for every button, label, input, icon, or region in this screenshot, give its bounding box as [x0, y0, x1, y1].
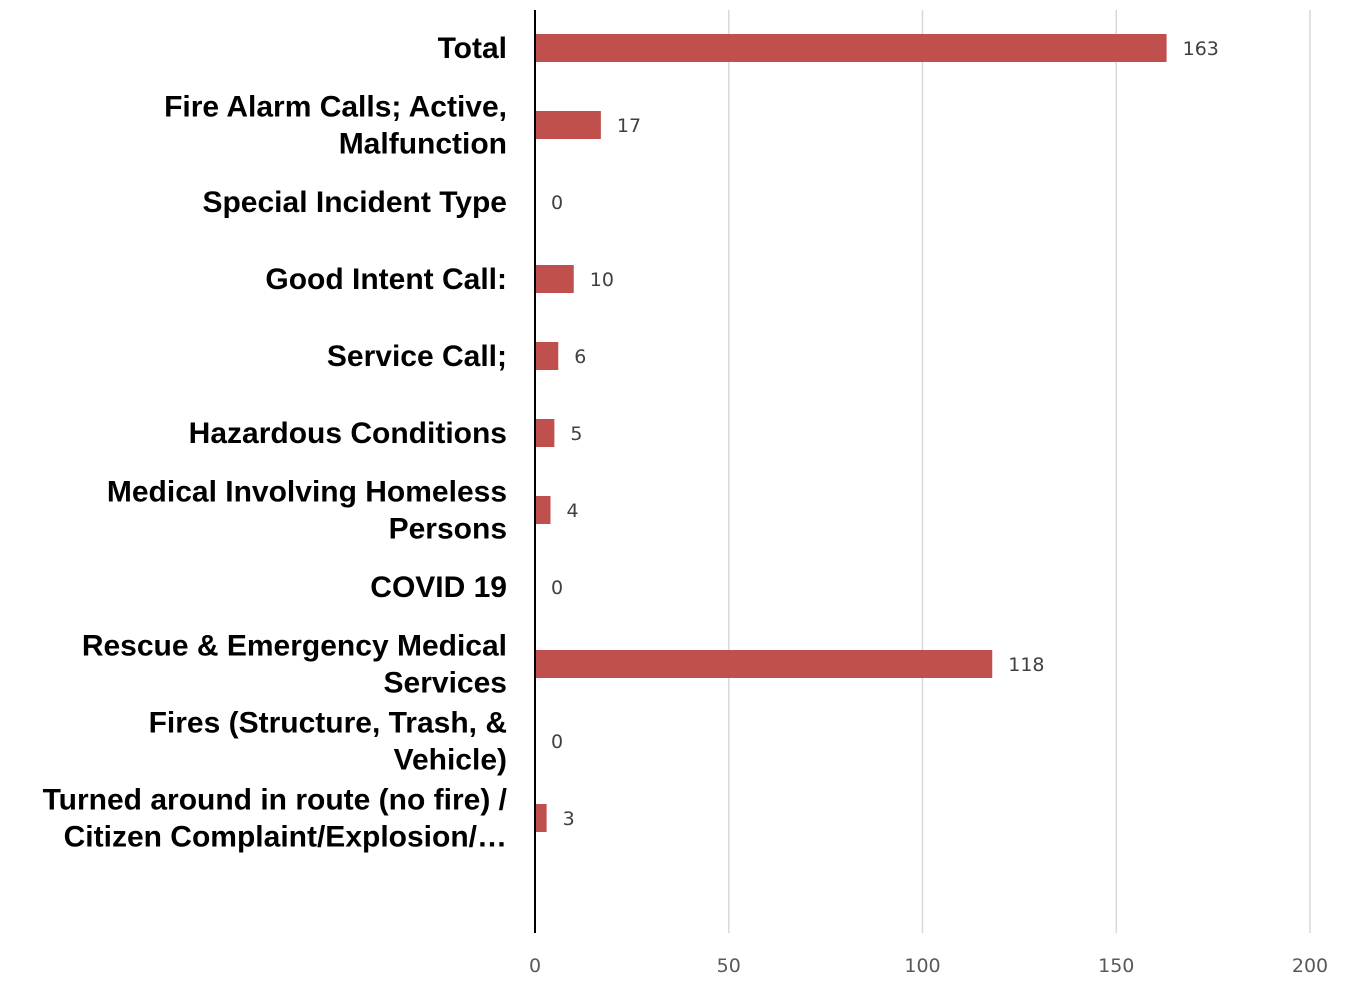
- category-label-line: Special Incident Type: [202, 186, 507, 219]
- data-label: 163: [1183, 38, 1219, 60]
- category-label-line: Vehicle): [394, 744, 507, 777]
- data-label: 4: [567, 500, 579, 522]
- category-label-line: Malfunction: [339, 128, 507, 161]
- data-label: 17: [617, 115, 641, 137]
- category-label: COVID 19: [370, 571, 507, 604]
- bar: [535, 419, 555, 447]
- bars: [535, 34, 1167, 832]
- category-label-line: Rescue & Emergency Medical: [82, 630, 507, 663]
- data-label: 10: [590, 269, 614, 291]
- gridlines: [728, 10, 1311, 933]
- bar: [535, 804, 547, 832]
- category-label: Rescue & Emergency Medical Services: [82, 630, 507, 700]
- category-label-line: Medical Involving Homeless: [107, 476, 507, 509]
- category-label-line: Services: [384, 667, 507, 700]
- data-labels: 163 17 0 10 6 5 4 0 118 0 3: [551, 38, 1219, 830]
- category-label: Hazardous Conditions: [189, 417, 507, 450]
- data-label: 0: [551, 577, 563, 599]
- category-label-line: COVID 19: [370, 571, 507, 604]
- bar: [535, 111, 601, 139]
- category-label: Fire Alarm Calls; Active, Malfunction: [164, 91, 507, 161]
- x-tick-label: 0: [529, 955, 541, 977]
- category-labels: Total Fire Alarm Calls; Active, Malfunctio…: [43, 32, 508, 854]
- category-label: Total: [438, 32, 507, 65]
- x-tick-label: 100: [904, 955, 940, 977]
- bar: [535, 342, 559, 370]
- data-label: 0: [551, 731, 563, 753]
- category-label-line: Citizen Complaint/Explosion/…: [64, 821, 507, 854]
- category-label-line: Hazardous Conditions: [189, 417, 507, 450]
- x-axis-tick-labels: 0 50 100 150 200: [529, 955, 1328, 977]
- category-label: Good Intent Call:: [265, 263, 507, 296]
- category-label: Special Incident Type: [202, 186, 507, 219]
- data-label: 5: [570, 423, 582, 445]
- bar: [535, 34, 1167, 62]
- data-label: 118: [1008, 654, 1044, 676]
- category-label: Medical Involving Homeless Persons: [107, 476, 507, 546]
- category-label-line: Turned around in route (no fire) /: [43, 784, 508, 817]
- category-label-line: Good Intent Call:: [265, 263, 507, 296]
- category-label-line: Service Call;: [327, 340, 507, 373]
- x-tick-label: 200: [1292, 955, 1328, 977]
- category-label-line: Fire Alarm Calls; Active,: [164, 91, 507, 124]
- category-label: Service Call;: [327, 340, 507, 373]
- category-label-line: Fires (Structure, Trash, &: [149, 707, 507, 740]
- category-label-line: Persons: [389, 513, 507, 546]
- data-label: 3: [563, 808, 575, 830]
- category-label: Turned around in route (no fire) / Citize…: [43, 784, 508, 854]
- x-tick-label: 50: [717, 955, 741, 977]
- x-tick-label: 150: [1098, 955, 1134, 977]
- data-label: 6: [574, 346, 586, 368]
- bar: [535, 650, 993, 678]
- data-label: 0: [551, 192, 563, 214]
- bar: [535, 265, 574, 293]
- bar: [535, 496, 551, 524]
- category-label: Fires (Structure, Trash, & Vehicle): [149, 707, 507, 777]
- category-label-line: Total: [438, 32, 507, 65]
